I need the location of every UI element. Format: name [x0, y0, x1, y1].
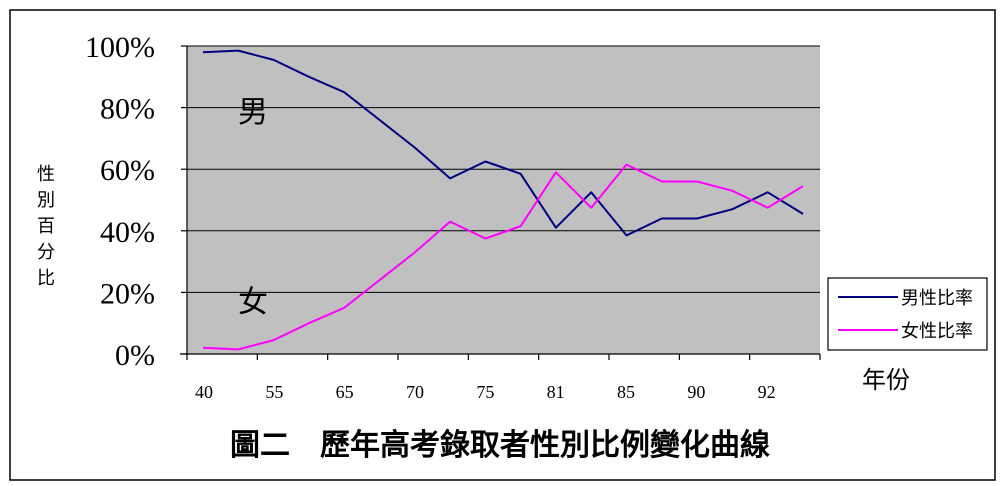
- x-tick-label: 85: [617, 382, 635, 402]
- y-axis-ticks: 0% 20% 40% 60% 80% 100%: [85, 31, 187, 372]
- legend-label-male: 男性比率: [901, 288, 973, 309]
- x-tick-label: 65: [336, 382, 354, 402]
- x-axis-label: 年份: [862, 366, 910, 394]
- grid-lines: [187, 45, 820, 293]
- series-line-male: [202, 49, 804, 237]
- y-tick-label: 80%: [100, 93, 155, 126]
- annotation-male: 男: [238, 95, 268, 130]
- x-tick-label: 70: [406, 382, 424, 402]
- chart-title: 圖二 歷年高考錄取者性別比例變化曲線: [230, 428, 770, 463]
- legend: 男性比率 女性比率: [827, 277, 988, 351]
- y-tick-label: 40%: [100, 216, 155, 249]
- y-tick-label: 100%: [85, 31, 155, 64]
- x-tick-label: 55: [265, 382, 283, 402]
- series-lines: [202, 49, 804, 351]
- y-tick-label: 0%: [115, 339, 155, 372]
- annotation-female: 女: [238, 285, 268, 320]
- y-axis-label: 性別百分比: [37, 164, 55, 289]
- y-tick-label: 20%: [100, 277, 155, 310]
- legend-label-female: 女性比率: [901, 321, 973, 342]
- y-tick-label: 60%: [100, 154, 155, 187]
- legend-box: [827, 277, 988, 351]
- x-tick-label: 40: [195, 382, 213, 402]
- x-axis-ticks: 40 55 65 70 75 81 85 90 92: [186, 354, 821, 402]
- plot-area: [187, 46, 820, 354]
- series-line-female: [202, 163, 804, 351]
- x-tick-label: 75: [476, 382, 494, 402]
- x-tick-label: 81: [547, 382, 565, 402]
- x-tick-label: 90: [687, 382, 705, 402]
- x-tick-label: 92: [758, 382, 776, 402]
